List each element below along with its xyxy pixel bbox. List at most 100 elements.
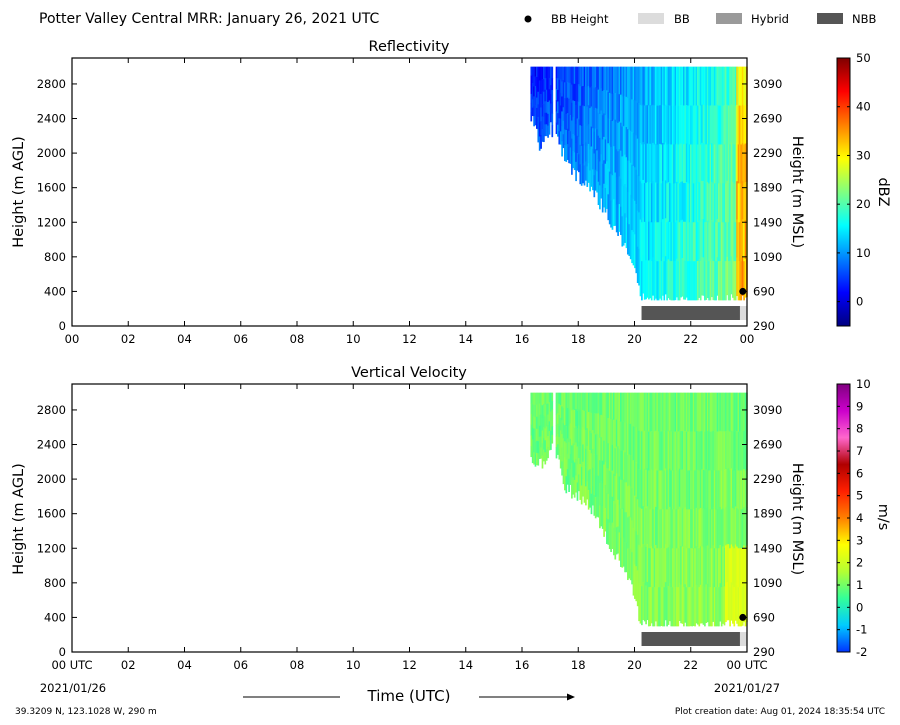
heatmap-cell <box>712 392 715 432</box>
heatmap-cell <box>561 96 563 112</box>
heatmap-cell <box>692 66 695 106</box>
heatmap-cell <box>727 183 730 223</box>
heatmap-cell <box>650 144 653 184</box>
heatmap-cell <box>659 587 661 627</box>
heatmap-cell <box>606 137 608 162</box>
heatmap-cell <box>733 431 736 471</box>
heatmap-cell <box>618 176 621 205</box>
heatmap-cell <box>632 66 635 101</box>
heatmap-cell <box>550 66 552 77</box>
heatmap-cell <box>611 418 614 445</box>
heatmap-cell <box>740 470 743 510</box>
heatmap-cell <box>587 412 590 432</box>
heatmap-cell <box>691 470 694 510</box>
heatmap-cell <box>540 66 542 81</box>
heatmap-cell <box>586 66 589 87</box>
heatmap-cell <box>614 503 617 532</box>
heatmap-cell <box>589 488 591 508</box>
heatmap-cell <box>706 507 709 546</box>
y-tick-label-left: 1600 <box>37 181 66 195</box>
heatmap-cell <box>741 142 744 182</box>
heatmap-cell <box>565 114 568 131</box>
legend-swatch-hybrid <box>716 13 742 24</box>
heatmap-cell <box>600 392 603 416</box>
heatmap-cell <box>559 105 562 119</box>
heatmap-cell <box>565 82 568 99</box>
heatmap-cell <box>614 420 617 449</box>
heatmap-cell <box>557 78 559 91</box>
heatmap-cell <box>737 105 740 145</box>
heatmap-cell <box>614 199 617 226</box>
heatmap-cell <box>711 181 713 221</box>
heatmap-cell <box>691 509 694 549</box>
heatmap-cell <box>613 392 615 420</box>
heatmap-cell <box>730 66 733 105</box>
heatmap-cell <box>667 547 670 587</box>
heatmap-cell <box>713 392 716 432</box>
colorbar-tick-label: -1 <box>856 623 867 637</box>
x-tick-label: 22 <box>683 332 698 346</box>
heatmap-cell <box>629 66 632 99</box>
heatmap-cell <box>547 392 549 404</box>
heatmap-cell <box>531 83 534 92</box>
heatmap-cell <box>663 105 666 145</box>
heatmap-cell <box>589 108 591 130</box>
heatmap-cell <box>743 144 745 184</box>
heatmap-cell <box>536 76 538 88</box>
heatmap-cell <box>568 392 570 410</box>
heatmap-cell <box>631 230 633 264</box>
heatmap-cell <box>594 107 597 129</box>
heatmap-cell <box>655 66 657 106</box>
heatmap-cell <box>697 144 699 184</box>
heatmap-cell <box>530 403 533 415</box>
heatmap-cell <box>702 104 705 144</box>
heatmap-cell <box>596 413 598 435</box>
heatmap-cell <box>635 496 638 532</box>
heatmap-cell <box>723 183 726 223</box>
heatmap-cell <box>645 585 647 625</box>
heatmap-cell <box>678 66 681 106</box>
heatmap-cell <box>569 453 572 470</box>
heatmap-cell <box>722 144 724 184</box>
heatmap-cell <box>642 430 645 469</box>
x-axis-arrow-head <box>567 693 575 701</box>
heatmap-cell <box>627 222 629 255</box>
heatmap-cell <box>634 66 636 101</box>
heatmap-cell <box>628 192 631 225</box>
heatmap-cell <box>652 142 654 182</box>
heatmap-cell <box>600 132 603 155</box>
heatmap-cell <box>687 222 689 262</box>
heatmap-cell <box>580 485 583 505</box>
heatmap-cell <box>719 506 722 546</box>
heatmap-cell <box>648 548 650 588</box>
heatmap-cell <box>680 258 682 298</box>
heatmap-cell <box>625 187 628 218</box>
heatmap-cell <box>593 66 596 89</box>
heatmap-cell <box>568 409 570 426</box>
heatmap-cell <box>657 144 660 184</box>
heatmap-cell <box>594 66 597 88</box>
heatmap-cell <box>699 546 702 586</box>
heatmap-cell <box>564 66 566 83</box>
heatmap-cell <box>712 144 715 184</box>
heatmap-cell <box>676 509 678 549</box>
heatmap-cell <box>702 431 705 471</box>
heatmap-cell <box>575 123 577 144</box>
heatmap-cell <box>706 469 709 508</box>
heatmap-cell <box>734 430 737 469</box>
heatmap-cell <box>727 582 730 621</box>
heatmap-cell <box>571 463 573 481</box>
heatmap-cell <box>615 446 618 474</box>
heatmap-cell <box>572 66 575 84</box>
heatmap-cell <box>680 105 682 144</box>
heatmap-cell <box>656 470 659 510</box>
heatmap-cell <box>697 585 699 625</box>
heatmap-cell <box>653 548 656 588</box>
heatmap-cell <box>718 261 720 301</box>
heatmap-cell <box>706 259 709 299</box>
heatmap-cell <box>538 94 541 109</box>
plot-creation-date: Plot creation date: Aug 01, 2024 18:35:5… <box>675 707 885 717</box>
heatmap-cell <box>694 183 696 223</box>
heatmap-cell <box>705 221 708 262</box>
heatmap-cell <box>536 440 538 454</box>
